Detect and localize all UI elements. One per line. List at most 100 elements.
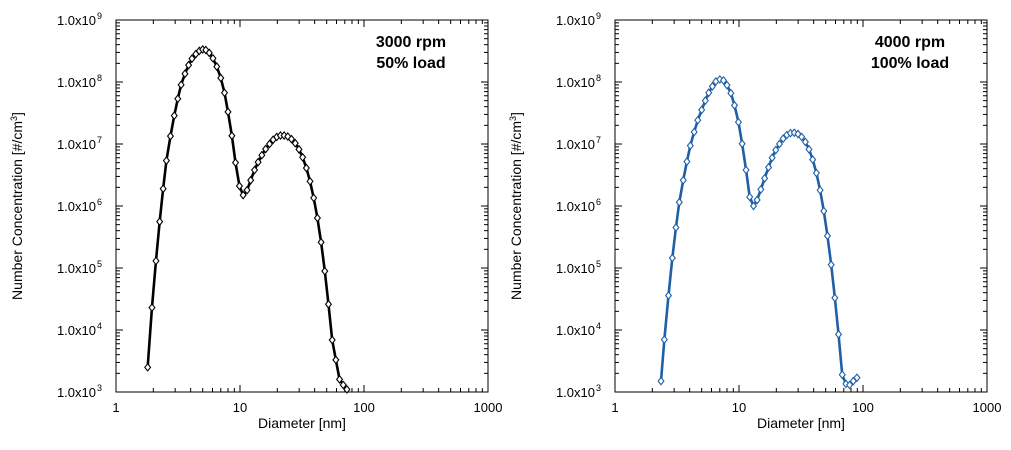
data-point-marker xyxy=(738,139,746,149)
data-point-marker xyxy=(801,137,809,147)
data-point-marker xyxy=(664,291,673,300)
data-point-marker xyxy=(675,197,683,207)
data-point-marker xyxy=(213,62,221,72)
y-tick-label: 1.0x10 xyxy=(57,137,96,152)
data-point-marker xyxy=(727,88,735,98)
data-point-marker xyxy=(812,168,820,178)
data-point-marker xyxy=(668,253,676,263)
data-point-marker xyxy=(820,206,828,216)
data-point-marker xyxy=(690,127,698,137)
data-point-marker xyxy=(317,237,325,247)
y-tick-exponent: 5 xyxy=(596,259,601,269)
data-point-marker xyxy=(701,96,709,106)
data-point-marker xyxy=(220,88,229,98)
y-tick-exponent: 9 xyxy=(596,11,601,21)
x-tick-label: 1 xyxy=(611,400,618,415)
data-point-marker xyxy=(698,105,706,115)
annotation-line: 50% load xyxy=(376,55,445,72)
data-point-marker xyxy=(853,373,861,383)
data-point-marker xyxy=(730,100,739,110)
data-point-marker xyxy=(768,153,776,163)
data-point-marker xyxy=(258,150,266,160)
data-point-marker xyxy=(250,165,259,175)
data-point-marker xyxy=(705,88,713,98)
data-point-marker xyxy=(746,192,754,202)
y-tick-label: 1.0x10 xyxy=(57,199,96,214)
y-tick-label: 1.0x10 xyxy=(556,199,595,214)
data-point-marker xyxy=(775,139,784,149)
y-tick-exponent: 6 xyxy=(596,197,601,207)
data-point-marker xyxy=(321,266,329,276)
data-point-marker xyxy=(177,80,185,90)
x-axis-title: Diameter [nm] xyxy=(757,415,845,431)
data-point-marker xyxy=(265,139,274,149)
x-tick-label: 10 xyxy=(732,400,746,415)
data-point-marker xyxy=(809,155,817,165)
y-tick-exponent: 3 xyxy=(97,383,102,393)
data-point-marker xyxy=(262,144,270,154)
data-point-marker xyxy=(708,81,716,91)
data-point-marker xyxy=(683,157,691,167)
annotation-line: 4000 rpm xyxy=(875,34,945,51)
y-tick-label: 1.0x10 xyxy=(556,385,595,400)
annotation-line: 3000 rpm xyxy=(376,34,446,51)
data-point-marker xyxy=(734,117,743,127)
data-point-marker xyxy=(686,141,694,151)
data-point-marker xyxy=(838,370,846,380)
data-point-marker xyxy=(834,329,843,339)
data-point-marker xyxy=(719,75,728,85)
data-point-marker xyxy=(243,185,251,195)
y-tick-exponent: 8 xyxy=(97,73,102,83)
data-point-marker xyxy=(231,158,240,168)
data-point-marker xyxy=(209,53,217,63)
data-point-marker xyxy=(332,355,340,365)
data-point-marker xyxy=(335,374,344,384)
y-tick-label: 1.0x10 xyxy=(556,323,595,338)
x-tick-label: 100 xyxy=(353,400,375,415)
data-point-marker xyxy=(753,195,761,205)
data-point-marker xyxy=(328,335,336,345)
y-tick-label: 1.0x10 xyxy=(556,261,595,276)
data-point-marker xyxy=(749,201,758,211)
y-tick-label: 1.0x10 xyxy=(57,13,96,28)
y-tick-label: 1.0x10 xyxy=(556,137,595,152)
y-tick-exponent: 3 xyxy=(596,383,601,393)
y-tick-label: 1.0x10 xyxy=(57,75,96,90)
y-tick-exponent: 4 xyxy=(97,321,102,331)
data-point-marker xyxy=(761,173,769,183)
data-point-marker xyxy=(144,362,152,372)
data-point-marker xyxy=(302,163,310,173)
data-point-marker xyxy=(291,138,299,148)
annotation-line: 100% load xyxy=(871,55,949,72)
data-point-marker xyxy=(295,144,303,154)
data-point-marker xyxy=(313,213,321,223)
data-point-marker xyxy=(239,190,247,200)
x-tick-label: 1000 xyxy=(474,400,503,415)
y-tick-exponent: 5 xyxy=(97,259,102,269)
y-axis-title: Number Concentration [#/cm3] xyxy=(9,112,25,300)
data-point-marker xyxy=(166,131,175,141)
data-point-marker xyxy=(174,94,182,104)
y-tick-exponent: 9 xyxy=(97,11,102,21)
y-tick-exponent: 7 xyxy=(596,135,601,145)
plot-frame xyxy=(614,19,988,393)
data-point-marker xyxy=(287,134,296,144)
data-point-marker xyxy=(170,111,178,121)
data-point-marker xyxy=(185,60,193,70)
data-point-marker xyxy=(247,175,255,185)
x-tick-label: 10 xyxy=(233,400,247,415)
data-point-marker xyxy=(723,80,731,90)
data-point-marker xyxy=(764,162,773,172)
y-axis-title: Number Concentration [#/cm3] xyxy=(508,112,524,300)
x-tick-label: 1000 xyxy=(973,400,1002,415)
data-point-marker xyxy=(694,115,702,125)
data-point-marker xyxy=(228,131,236,141)
plot-frame xyxy=(115,19,489,393)
data-point-marker xyxy=(205,48,213,58)
data-point-marker xyxy=(217,73,225,83)
data-point-marker xyxy=(805,144,813,154)
data-point-marker xyxy=(823,231,832,241)
